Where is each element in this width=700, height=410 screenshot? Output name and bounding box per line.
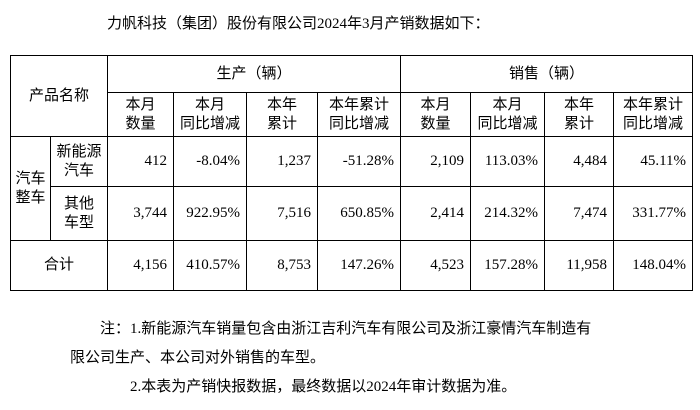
note: 2.本表为产销快报数据，最终数据以2024年审计数据为准。 xyxy=(130,379,517,395)
cell-line: 同比增减 xyxy=(329,115,390,132)
cell: 45.11% xyxy=(613,136,694,187)
table-row: 其他 车型 3,744 922.95% 7,516 650.85% 2,414 214.32%… xyxy=(11,186,694,241)
cell-line: 本年 xyxy=(564,96,595,113)
note: 限公司生产、本公司对外销售的车型。 xyxy=(70,350,326,366)
header-cell: 本年累计 同比增减 xyxy=(317,92,402,137)
cell: 7,516 xyxy=(246,186,319,241)
cell: 214.32% xyxy=(470,186,546,241)
cell: 3,744 xyxy=(107,186,175,241)
header-cell: 本月 同比增减 xyxy=(173,92,248,137)
cell-line: 本年累计 xyxy=(623,96,684,113)
cell-line: 累计 xyxy=(267,115,298,132)
cell: 4,523 xyxy=(400,240,472,291)
cell: 412 xyxy=(107,136,175,187)
cell: 148.04% xyxy=(613,240,694,291)
cell: 331.77% xyxy=(613,186,694,241)
cell-line: 本年 xyxy=(267,96,298,113)
header-cell: 本月 数量 xyxy=(400,92,472,137)
cell: 922.95% xyxy=(173,186,248,241)
table-row: 合计 4,156 410.57% 8,753 147.26% 4,523 157.28% 11… xyxy=(9,240,694,291)
cell: 410.57% xyxy=(173,240,248,291)
cell-line: 其他 xyxy=(64,195,95,212)
note: 注：1.新能源汽车销量包含由浙江吉利汽车有限公司及浙江豪情汽车制造有 xyxy=(100,321,592,337)
cell-line: 同比增减 xyxy=(180,115,241,132)
title: 力帆科技（集团）股份有限公司2024年3月产销数据如下： xyxy=(107,16,490,32)
table-row: 汽车 整车 新能源 汽车 412 -8.04% 1,237 -51.28% 2,109 113.0… xyxy=(10,136,694,241)
cell-line: 本月 xyxy=(492,96,523,113)
cell: 11,958 xyxy=(544,240,615,291)
cell: 2,414 xyxy=(400,186,472,241)
cell: 147.26% xyxy=(317,240,402,291)
cell: 2,109 xyxy=(400,136,472,187)
cell-line: 汽车 xyxy=(64,162,95,179)
cell-line: 本年累计 xyxy=(329,96,390,113)
cell: 7,474 xyxy=(544,186,615,241)
cell-line: 累计 xyxy=(564,115,595,132)
table-row: 本月 数量 本月 同比增减 本年 累计 本年累计 同比增减 本月 数量 本月 同比增减 本年 累计 本年累计… xyxy=(11,92,694,137)
row-group: 汽车 整车 xyxy=(10,136,51,241)
cell-line: 整车 xyxy=(15,189,46,206)
cell: 8,753 xyxy=(246,240,319,291)
cell: 113.03% xyxy=(470,136,546,187)
cell-line: 车型 xyxy=(64,214,95,231)
header-cell: 产品名称 xyxy=(9,55,109,137)
cell: 1,237 xyxy=(246,136,319,187)
cell-line: 本月 xyxy=(195,96,226,113)
row-label: 其他 车型 xyxy=(49,186,109,241)
cell-line: 汽车 xyxy=(15,170,46,187)
cell: 4,156 xyxy=(107,240,175,291)
cell: -51.28% xyxy=(317,136,402,187)
cell-line: 新能源 xyxy=(56,143,102,160)
cell-line: 同比增减 xyxy=(623,115,684,132)
cell-line: 同比增减 xyxy=(477,115,538,132)
header-cell: 销售（辆） xyxy=(400,55,694,93)
header-cell: 本年 累计 xyxy=(246,92,319,137)
total-label: 合计 xyxy=(9,240,109,291)
header-cell: 生产（辆） xyxy=(107,55,402,93)
cell-line: 数量 xyxy=(420,115,451,132)
header-cell: 本年 累计 xyxy=(544,92,615,137)
cell-line: 本月 xyxy=(125,96,156,113)
header-cell: 本月 数量 xyxy=(107,92,175,137)
header-cell: 本月 同比增减 xyxy=(470,92,546,137)
row-label: 新能源 汽车 xyxy=(49,136,109,187)
cell-line: 本月 xyxy=(420,96,451,113)
cell-line: 数量 xyxy=(125,115,156,132)
cell: 157.28% xyxy=(470,240,546,291)
table-row: 产品名称 生产（辆） 销售（辆） xyxy=(9,55,694,137)
header-cell: 本年累计 同比增减 xyxy=(613,92,694,137)
table: 产品名称 生产（辆） 销售（辆） 本月 数量 本月 同比增减 本年 累计 本年累计 同比增减 本月 数量… xyxy=(9,55,694,291)
cell: 4,484 xyxy=(544,136,615,187)
cell: -8.04% xyxy=(173,136,248,187)
cell: 650.85% xyxy=(317,186,402,241)
